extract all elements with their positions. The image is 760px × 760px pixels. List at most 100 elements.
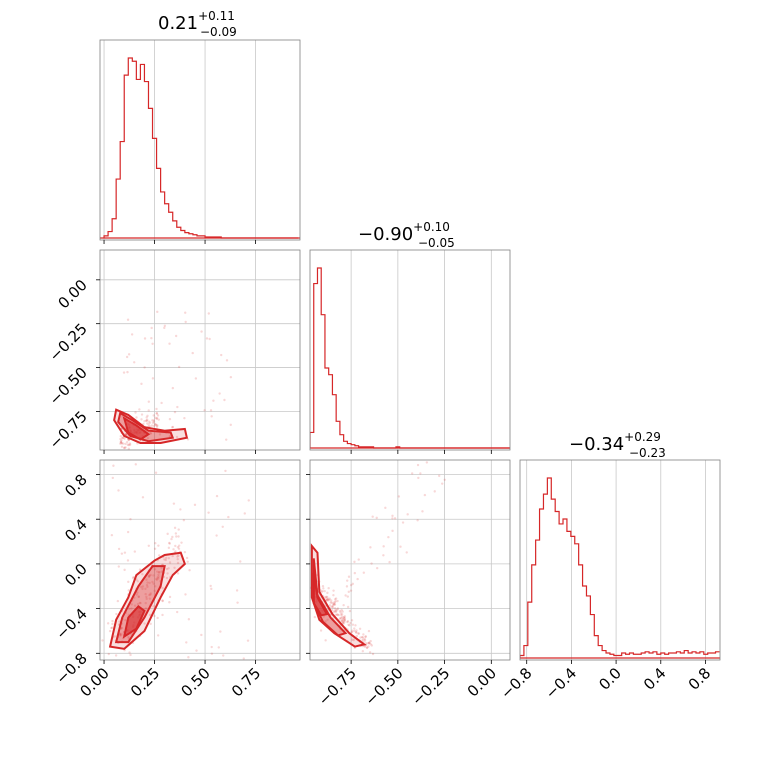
sample-point [326, 596, 329, 599]
sample-point [357, 632, 361, 635]
sample-point [334, 597, 338, 600]
sample-point [313, 615, 317, 619]
sample-point [156, 634, 160, 637]
sample-point [191, 351, 194, 355]
sample-point [355, 629, 358, 632]
sample-point [154, 471, 158, 474]
sample-point [150, 336, 153, 340]
sample-point [371, 652, 375, 656]
sample-point [433, 490, 436, 493]
sample-point [321, 589, 324, 593]
sample-point [393, 517, 397, 520]
sample-point [163, 324, 167, 328]
sample-point [156, 310, 159, 314]
sample-point [143, 622, 146, 625]
sample-point [324, 595, 327, 599]
sample-point [341, 617, 345, 621]
sample-point [187, 656, 190, 659]
sample-point [167, 546, 171, 550]
sample-point [330, 601, 333, 605]
sample-point [179, 508, 182, 511]
sample-point [152, 419, 156, 422]
sample-point [148, 581, 151, 585]
sample-point [128, 443, 132, 446]
sample-point [151, 342, 154, 345]
sample-point [155, 423, 158, 427]
contour-inner [122, 605, 146, 639]
sample-point [355, 631, 358, 634]
sample-point [367, 642, 371, 645]
scatter-panel-param0-vs-param1: 0.00 −0.25−0.50−0.75 [46, 249, 301, 454]
sample-point [151, 580, 154, 584]
sample-point [220, 353, 223, 357]
contour-outer [310, 543, 367, 648]
sample-point [183, 416, 186, 420]
sample-point [117, 565, 121, 568]
sample-point [342, 619, 346, 622]
sample-point [140, 382, 143, 386]
x-tick-label: −0.25 [408, 664, 453, 709]
sample-point [138, 568, 142, 571]
sample-point [229, 375, 233, 379]
x-tick-label: −0.4 [542, 664, 580, 702]
sample-point [186, 560, 189, 563]
sample-point [227, 515, 230, 519]
sample-point [351, 638, 354, 641]
sample-point [346, 595, 349, 598]
sample-point [128, 442, 132, 445]
sample-point [108, 629, 112, 633]
sample-point [175, 610, 179, 614]
sample-point [367, 629, 371, 633]
sample-point [353, 629, 356, 633]
sample-point [110, 626, 114, 629]
sample-point [147, 420, 151, 423]
sample-point [137, 595, 140, 598]
y-tick-label: 0.8 [61, 471, 91, 501]
sample-point [329, 601, 332, 604]
sample-point [144, 607, 148, 610]
sample-point [168, 434, 171, 438]
sample-point [171, 425, 175, 429]
sample-point [168, 342, 171, 345]
sample-point [161, 613, 164, 617]
sample-point [346, 620, 350, 623]
sample-point [154, 416, 157, 420]
sample-point [188, 568, 191, 572]
sample-point [150, 326, 153, 330]
sample-point [147, 575, 151, 578]
sample-point [164, 556, 168, 560]
sample-point [157, 573, 160, 576]
sample-point [326, 591, 329, 595]
x-tick-label: 0.25 [127, 664, 163, 700]
sample-point [340, 608, 343, 612]
sample-point [417, 476, 420, 480]
sample-point [334, 600, 337, 603]
sample-point [176, 555, 179, 558]
sample-point [152, 605, 155, 608]
sample-point [368, 641, 371, 644]
sample-point [139, 601, 142, 605]
sample-point [106, 622, 110, 625]
histogram-step-line [520, 477, 720, 658]
sample-point [148, 593, 151, 597]
sample-point [118, 633, 122, 636]
title-param-2-plus: +0.29 [624, 430, 661, 444]
sample-point [326, 599, 330, 602]
sample-point [145, 578, 148, 581]
sample-point [388, 560, 391, 564]
sample-point [176, 557, 179, 561]
x-tick-label: 0.8 [685, 664, 715, 694]
sample-point [143, 337, 147, 340]
contour-inner [312, 572, 329, 617]
sample-point [112, 464, 115, 467]
sample-point [218, 392, 221, 395]
sample-point [357, 558, 360, 561]
sample-point [247, 499, 250, 502]
sample-point [120, 632, 123, 636]
sample-point [174, 544, 177, 548]
sample-point [353, 560, 356, 564]
sample-point [397, 495, 401, 498]
sample-point [335, 610, 338, 613]
sample-point [129, 517, 132, 521]
sample-point [143, 366, 146, 369]
